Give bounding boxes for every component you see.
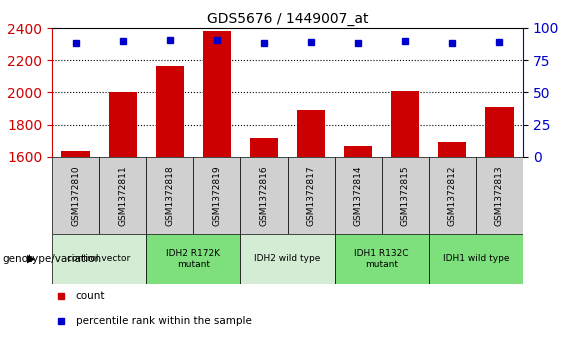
Bar [297, 110, 325, 157]
Text: ▶: ▶ [27, 254, 35, 264]
Text: GSM1372817: GSM1372817 [307, 165, 315, 226]
Bar [334, 234, 429, 284]
Bar [429, 234, 523, 284]
Bar [334, 157, 382, 234]
Bar [476, 157, 523, 234]
Bar [62, 151, 90, 157]
Bar [146, 234, 240, 284]
Text: IDH2 R172K
mutant: IDH2 R172K mutant [166, 249, 220, 269]
Bar [52, 234, 146, 284]
Text: GSM1372816: GSM1372816 [259, 165, 268, 226]
Bar [240, 157, 288, 234]
Bar [429, 157, 476, 234]
Text: IDH1 wild type: IDH1 wild type [442, 254, 509, 264]
Text: percentile rank within the sample: percentile rank within the sample [76, 317, 251, 326]
Text: GSM1372819: GSM1372819 [212, 165, 221, 226]
Bar [391, 91, 419, 157]
Title: GDS5676 / 1449007_at: GDS5676 / 1449007_at [207, 12, 368, 25]
Bar [99, 157, 146, 234]
Bar [52, 157, 99, 234]
Text: count: count [76, 291, 105, 301]
Text: GSM1372810: GSM1372810 [71, 165, 80, 226]
Text: GSM1372812: GSM1372812 [448, 165, 457, 226]
Bar [155, 66, 184, 157]
Bar [288, 157, 334, 234]
Text: IDH2 wild type: IDH2 wild type [254, 254, 321, 264]
Bar [146, 157, 193, 234]
Bar [203, 31, 231, 157]
Bar [382, 157, 429, 234]
Bar [344, 146, 372, 157]
Text: GSM1372814: GSM1372814 [354, 165, 363, 226]
Bar [108, 92, 137, 157]
Text: GSM1372815: GSM1372815 [401, 165, 410, 226]
Text: GSM1372813: GSM1372813 [495, 165, 504, 226]
Text: control vector: control vector [67, 254, 131, 264]
Bar [250, 138, 278, 157]
Bar [240, 234, 334, 284]
Bar [485, 107, 514, 157]
Bar [438, 142, 467, 157]
Text: GSM1372811: GSM1372811 [118, 165, 127, 226]
Text: IDH1 R132C
mutant: IDH1 R132C mutant [354, 249, 409, 269]
Bar [193, 157, 240, 234]
Text: GSM1372818: GSM1372818 [165, 165, 174, 226]
Text: genotype/variation: genotype/variation [3, 254, 102, 264]
